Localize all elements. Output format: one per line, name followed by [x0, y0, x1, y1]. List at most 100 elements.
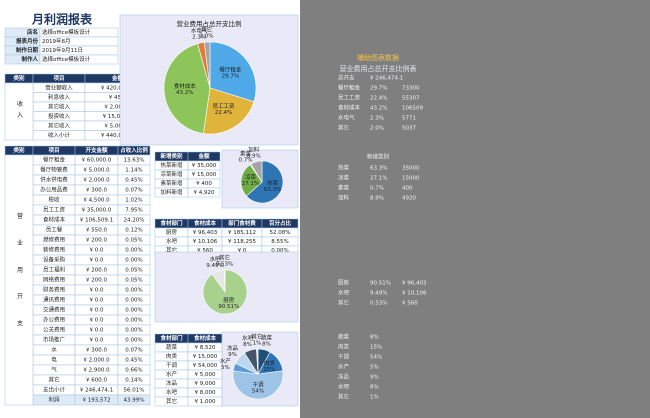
cell-text: 蔬菜 — [166, 343, 178, 351]
aux-cell: 厨房 — [338, 279, 350, 287]
cell-text: 食材部门 — [159, 334, 183, 342]
cell-text: 0.12% — [125, 228, 142, 234]
cell-text: 热菜新增 — [160, 161, 182, 169]
aux-cell: 其它 — [338, 299, 349, 307]
aux-cell: 总开支 — [338, 74, 355, 82]
cell — [117, 394, 151, 406]
slice-value: 0.53% — [216, 262, 233, 268]
slice-value: 22.4% — [215, 110, 232, 116]
aux-cell: 29.7% — [370, 86, 387, 92]
cell-text: 素菜新增 — [160, 179, 182, 187]
aux-title: 辅助图表数据 — [357, 53, 399, 62]
cell-text: 办公用品费 — [40, 186, 68, 194]
cell-text: 56.01% — [124, 388, 145, 394]
cell-text: 0.00% — [125, 318, 142, 324]
cell-text: 0.00% — [125, 338, 142, 344]
field-value: 选择office模板设计 — [42, 55, 91, 63]
pie-slice — [223, 269, 226, 293]
aux-cell: 15000 — [402, 176, 420, 182]
aux-cell: 1% — [370, 395, 379, 401]
cell-text: 气 — [51, 366, 57, 374]
aux-cell: 4920 — [402, 196, 416, 202]
aux-cell: 加料 — [338, 194, 350, 202]
aux-cell: 90.51% — [370, 281, 391, 287]
cell-text: ¥ 0.0 — [90, 318, 104, 324]
aux-cell: 35000 — [402, 166, 420, 172]
cell-text: 1.02% — [125, 198, 142, 204]
slice-value: 5% — [221, 365, 230, 371]
cell-text: ¥ 0.0 — [90, 328, 104, 334]
aux-cell: 0.7% — [370, 186, 384, 192]
cell-text: ¥ 246,474.1 — [80, 388, 113, 394]
slice-value: 29.7% — [222, 74, 239, 80]
cell-text: 供水供电费 — [40, 176, 68, 184]
cell-text: 办公费用 — [43, 316, 65, 324]
cell-text: 金额 — [111, 74, 124, 82]
slice-value: 27.1% — [242, 181, 259, 187]
field-label: 店名 — [27, 28, 38, 36]
aux-cell: 素菜 — [338, 184, 350, 192]
cell-text: ¥ 300.0 — [86, 188, 107, 194]
slice-value: 9.49% — [206, 263, 223, 269]
aux-cell: 15% — [370, 345, 382, 351]
aux-cell: ¥ 246,474.1 — [370, 76, 403, 82]
cell-text: 0.00% — [125, 248, 142, 254]
slice-value: 8.9% — [247, 154, 261, 160]
cell-text: ¥ 5,000.0 — [104, 123, 131, 129]
cell-text: 收入小计 — [48, 131, 71, 139]
cell-text: ¥ 15,000 — [193, 354, 218, 360]
slice-value: 8% — [262, 342, 271, 348]
cell-text: 0.00% — [125, 258, 142, 264]
cell-text: ¥ 45.0 — [109, 95, 127, 101]
cell-text: ¥ 0.0 — [90, 308, 104, 314]
cell-text: 税收 — [48, 196, 60, 204]
cell-text: ¥ 2,900.0 — [83, 368, 110, 374]
slice-value: 43.2% — [176, 90, 193, 96]
cell-text: 员工工资 — [43, 206, 66, 214]
aux-cell: 73300 — [402, 86, 420, 92]
field-label: 制作人 — [21, 55, 38, 63]
aux-cell: 43.2% — [370, 106, 387, 112]
cell-text: 其它 — [166, 397, 177, 405]
cell-text: 利润 — [48, 396, 60, 404]
aux-cell: 27.1% — [370, 176, 387, 182]
slice-label: 员工工资 — [212, 102, 235, 110]
cell-text: 金额 — [197, 152, 210, 160]
aux-cell: 9.49% — [370, 291, 387, 297]
slice-label: 干调 — [252, 380, 264, 388]
cell-text: ¥ 60,000.0 — [82, 158, 112, 164]
cell-text: 52.08% — [270, 230, 291, 236]
cell-text: 开支金额 — [85, 146, 108, 154]
cell-text: ¥ 0.0 — [90, 258, 104, 264]
cell-text: ¥ 10,106 — [193, 239, 218, 245]
cell-text: 类别 — [13, 146, 25, 154]
cell-text: 0.14% — [125, 378, 142, 384]
cell-text: 0.66% — [125, 368, 142, 374]
slice-value: 2.3% — [192, 35, 206, 41]
cell-text: ¥ 1,000 — [195, 399, 216, 405]
aux-cell: 400 — [402, 186, 413, 192]
cell-text: 干调 — [166, 361, 178, 369]
slice-value: 9% — [228, 352, 237, 358]
aux-cell: 5771 — [402, 116, 416, 122]
cell — [187, 187, 221, 198]
cell-text: ¥ 96,403 — [193, 230, 218, 236]
cell-text: ¥ 300.0 — [86, 348, 107, 354]
pie-slice — [250, 160, 263, 184]
field-value: 选择office模板设计 — [42, 28, 91, 36]
cell-text: 食材部门 — [159, 219, 183, 227]
aux-heading: 新增类别 — [367, 153, 389, 161]
cell-text: 交通费用 — [43, 306, 65, 314]
cell-text: ¥ 54,000 — [193, 363, 218, 369]
cell-text: 百分占比 — [269, 219, 292, 227]
cell-text: 项目 — [53, 74, 64, 82]
aux-cell: 55307 — [402, 96, 420, 102]
cell-text: ¥ 2,000.0 — [83, 178, 110, 184]
slice-value: 2.0% — [200, 34, 214, 40]
cell-text: 加料新增 — [160, 188, 182, 196]
cell-text: 7.95% — [125, 208, 142, 214]
cell-text: ¥ 193,572 — [83, 398, 111, 404]
aux-cell: 106509 — [402, 106, 423, 112]
